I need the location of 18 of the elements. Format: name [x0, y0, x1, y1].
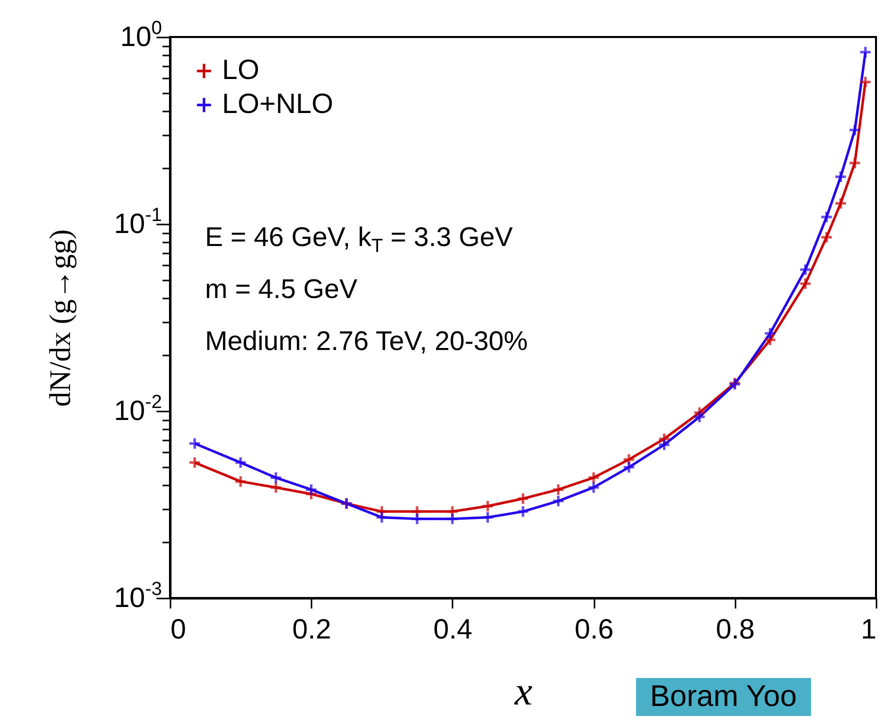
annotation: Medium: 2.76 TeV, 20-30%	[205, 326, 528, 357]
y-axis-title: dN/dx (g→gg)	[44, 229, 77, 407]
y-tick-label: 10$^{0}$	[120, 18, 162, 54]
legend-label: LO+NLO	[222, 88, 334, 119]
x-tick-label: 1	[860, 614, 876, 644]
annotation: E = 46 GeV, k$_{T}$ = 3.3 GeV	[205, 222, 513, 258]
x-axis-title: x	[514, 668, 533, 714]
y-tick-label: 10$^{-2}$	[114, 392, 162, 428]
x-tick-label: 0.6	[574, 614, 614, 644]
annotation: m = 4.5 GeV	[205, 274, 358, 305]
y-tick-label: 10$^{-3}$	[114, 579, 162, 615]
y-tick-label: 10$^{-1}$	[114, 205, 162, 241]
x-tick-label: 0.4	[433, 614, 472, 644]
legend-label: LO	[222, 54, 260, 85]
x-tick-label: 0.2	[292, 614, 332, 644]
text: Boram Yoo	[636, 678, 811, 716]
x-tick-label: 0	[170, 614, 186, 644]
x-tick-label: 0.8	[716, 614, 755, 644]
